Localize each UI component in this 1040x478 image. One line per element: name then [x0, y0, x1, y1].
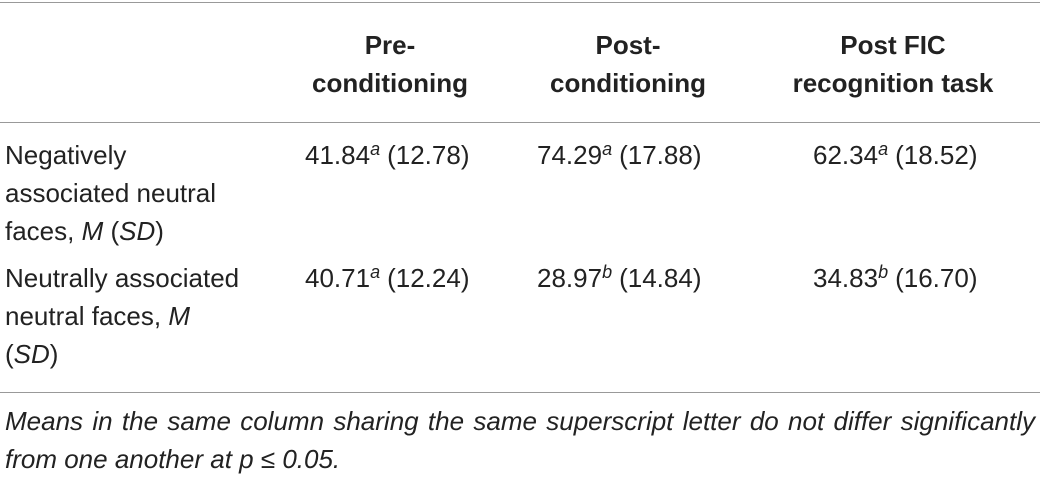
row-label-part: ) [155, 216, 164, 246]
mean: 74.29 [537, 140, 603, 170]
row-label-part: SD [13, 339, 50, 369]
sd: (12.24) [387, 263, 470, 293]
header-rule [0, 122, 1040, 123]
superscript: b [878, 262, 889, 282]
mean: 34.83 [813, 263, 879, 293]
sd: (16.70) [895, 263, 978, 293]
superscript: b [602, 262, 613, 282]
cell: 74.29a (17.88) [537, 136, 701, 174]
row-label: Negatively associated neutral faces, M (… [5, 136, 243, 250]
column-header: Pre-conditioning [312, 30, 468, 98]
bottom-rule [0, 392, 1040, 393]
row-label: Neutrally associated neutral faces, M (S… [5, 259, 243, 373]
sd: (12.78) [387, 140, 470, 170]
row-label-part: SD [119, 216, 156, 246]
top-rule [0, 2, 1040, 3]
row-label-part: Neutrally associated neutral faces, [5, 263, 240, 331]
mean: 40.71 [305, 263, 371, 293]
mean: 62.34 [813, 140, 879, 170]
row-label-part: ) [49, 339, 59, 369]
cell: 40.71a (12.24) [305, 259, 469, 297]
cell: 41.84a (12.78) [305, 136, 469, 174]
superscript: a [370, 262, 381, 282]
row-label-part: M [81, 216, 104, 246]
column-header: Post-conditioning [550, 30, 706, 98]
cell: 34.83b (16.70) [813, 259, 977, 297]
row-label-part: M [168, 301, 190, 331]
footnote: Means in the same column sharing the sam… [5, 406, 1035, 474]
row-label-part: ( [5, 339, 14, 369]
cell: 62.34a (18.52) [813, 136, 977, 174]
mean: 28.97 [537, 263, 603, 293]
sd: (18.52) [895, 140, 978, 170]
sd: (14.84) [619, 263, 702, 293]
row-label-part: Negatively associated neutral faces, [5, 140, 217, 246]
row-label-part: ( [103, 216, 120, 246]
cell: 28.97b (14.84) [537, 259, 701, 297]
column-header: Post FIC recognition task [792, 30, 994, 98]
superscript: a [878, 139, 889, 159]
sd: (17.88) [619, 140, 702, 170]
mean: 41.84 [305, 140, 371, 170]
superscript: a [370, 139, 381, 159]
superscript: a [602, 139, 613, 159]
